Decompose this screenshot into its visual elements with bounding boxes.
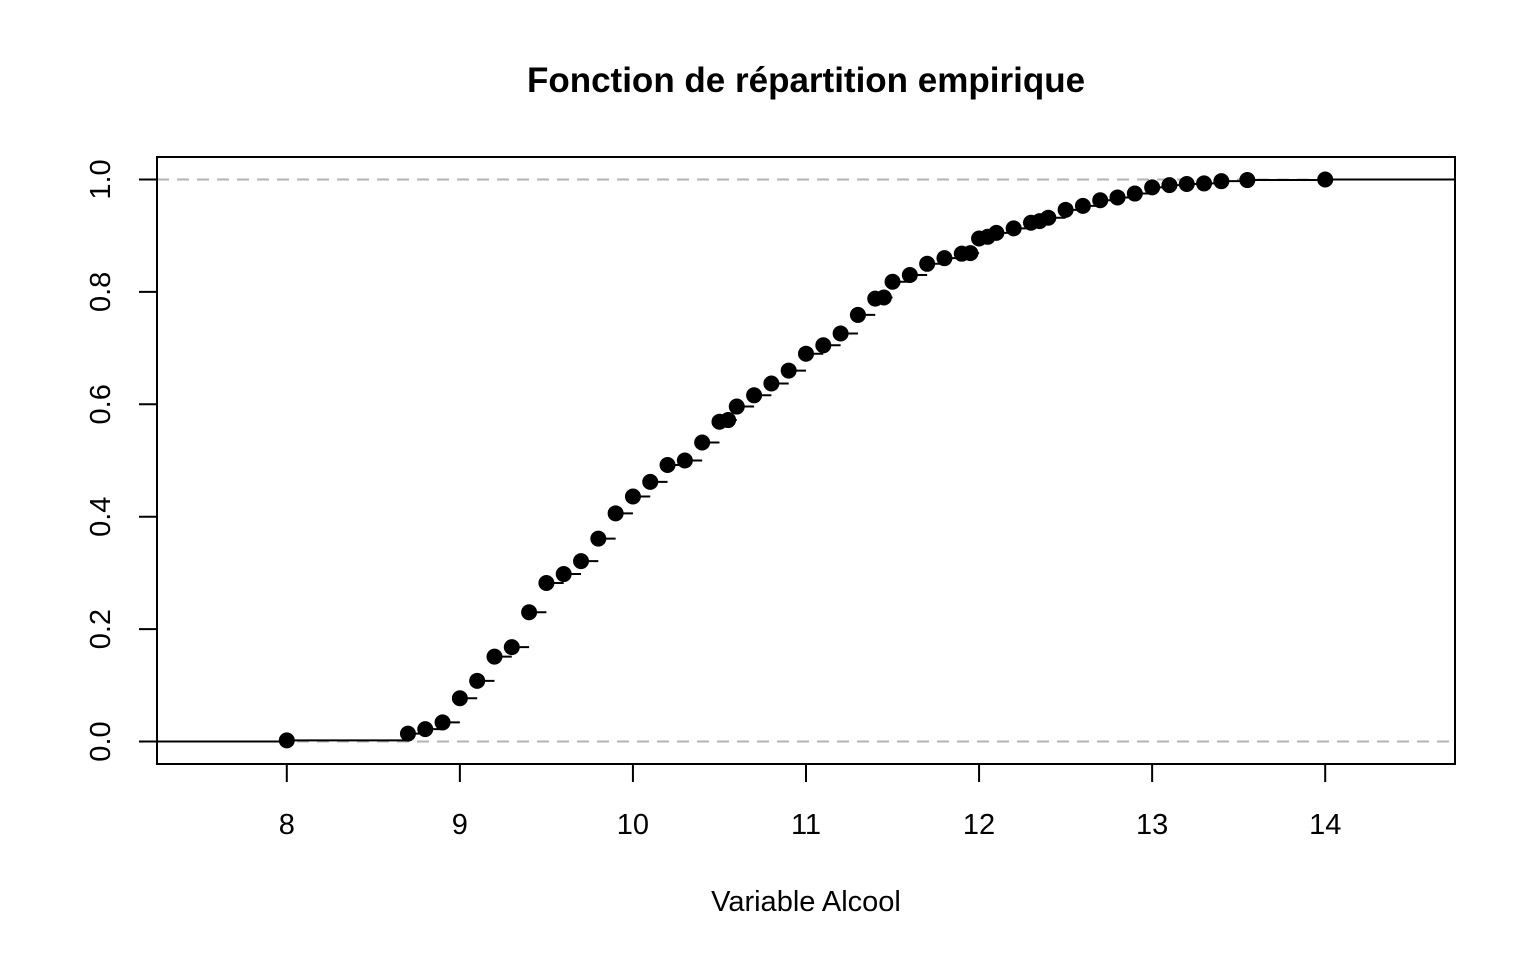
- data-point: [659, 456, 676, 473]
- x-tick-label: 10: [617, 809, 649, 841]
- x-axis: 8 9 10 11 12 13 14: [279, 763, 1341, 841]
- data-point: [798, 345, 814, 362]
- x-tick-label: 13: [1136, 809, 1168, 841]
- data-point: [1196, 175, 1213, 192]
- data-point: [780, 362, 797, 379]
- data-point: [962, 245, 979, 262]
- data-point: [720, 412, 737, 429]
- chart-title: Fonction de répartition empirique: [527, 61, 1085, 100]
- data-point: [1126, 185, 1143, 202]
- data-point: [936, 250, 953, 267]
- data-point: [815, 337, 832, 354]
- data-point: [901, 267, 918, 284]
- data-point: [555, 566, 572, 583]
- data-point: [469, 672, 486, 689]
- data-point: [1074, 197, 1091, 214]
- x-tick-label: 14: [1309, 809, 1341, 841]
- data-point: [573, 553, 590, 570]
- x-tick-label: 8: [279, 809, 295, 841]
- y-tick-label: 0.4: [85, 497, 117, 537]
- y-tick-label: 0.8: [85, 272, 117, 312]
- data-point: [503, 639, 520, 656]
- data-point: [642, 473, 659, 490]
- data-point: [728, 398, 745, 415]
- x-tick-label: 12: [963, 809, 995, 841]
- y-tick-label: 0.6: [85, 384, 117, 424]
- y-tick-label: 0.2: [85, 609, 117, 649]
- data-point: [1213, 173, 1230, 190]
- data-point: [694, 434, 711, 451]
- data-point: [919, 255, 936, 272]
- data-point: [832, 325, 849, 342]
- data-point: [1057, 201, 1074, 218]
- data-point: [521, 604, 538, 621]
- data-point: [849, 306, 866, 323]
- x-tick-label: 9: [452, 809, 468, 841]
- data-point: [624, 488, 641, 505]
- data-point: [1040, 209, 1057, 226]
- data-points: [278, 171, 1334, 749]
- data-point: [434, 714, 451, 731]
- data-point: [1317, 171, 1334, 188]
- data-point: [1005, 220, 1022, 237]
- y-tick-label: 1.0: [85, 159, 117, 199]
- data-point: [676, 452, 693, 469]
- x-tick-label: 11: [791, 809, 821, 841]
- data-point: [1178, 175, 1195, 192]
- data-point: [607, 505, 624, 522]
- reference-lines: [157, 178, 1455, 743]
- data-point: [417, 721, 434, 738]
- data-point: [278, 732, 295, 749]
- y-axis: 0.0 0.2 0.4 0.6 0.8 1.0: [85, 159, 158, 762]
- data-point: [746, 387, 763, 404]
- data-point: [763, 375, 780, 392]
- data-point: [538, 575, 555, 592]
- data-point: [884, 273, 901, 290]
- data-point: [399, 725, 416, 742]
- step-segments: [157, 178, 1455, 743]
- data-point: [486, 648, 503, 665]
- data-point: [590, 530, 607, 547]
- data-point: [1144, 179, 1161, 196]
- plot-frame: [156, 156, 1456, 765]
- data-point: [1092, 192, 1109, 209]
- data-point: [1109, 189, 1126, 206]
- data-point: [875, 289, 892, 306]
- x-axis-label: Variable Alcool: [711, 886, 901, 918]
- data-point: [1161, 177, 1178, 194]
- data-point: [988, 224, 1005, 241]
- y-tick-label: 0.0: [85, 721, 117, 761]
- data-point: [451, 690, 468, 707]
- data-point: [1239, 172, 1256, 189]
